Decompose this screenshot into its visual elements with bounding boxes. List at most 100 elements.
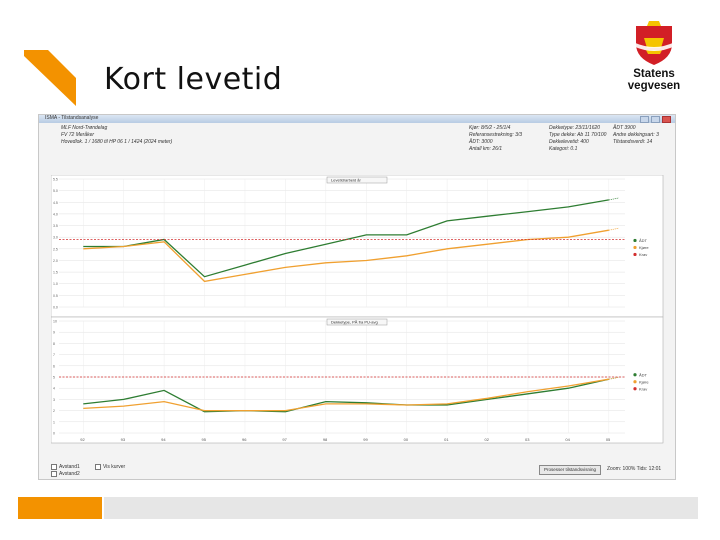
series-line-kjore	[83, 378, 609, 412]
info-line: Kjør: 8/5/2 - 25/1/4	[469, 125, 511, 131]
series-extension	[608, 227, 619, 231]
y-tick-label: 4.5	[53, 201, 58, 205]
slide-title: Kort levetid	[104, 62, 283, 97]
x-tick-label: 00	[404, 437, 409, 442]
series-extension	[608, 376, 619, 380]
line-charts: 5.5 5.0 4.5 4.0 3.5 3.0 2.5 2.0 1.5 1.0 0.5 0.0 Leve…	[51, 175, 664, 444]
y-tick-label: 5.0	[53, 189, 58, 193]
info-line: Type dekke: Ab 11 70/100	[549, 132, 607, 138]
legend-marker	[633, 380, 637, 384]
checkbox-vis-kurver[interactable]: Vis kurver	[95, 464, 125, 470]
y-tick-label: 10	[53, 320, 57, 324]
y-tick-label: 4	[53, 387, 55, 391]
close-button[interactable]	[662, 116, 671, 123]
series-extension	[608, 197, 619, 201]
chart-title: Dekketype, PÅ fra PU-avg	[331, 320, 378, 325]
info-line: MLF Nord-Trøndelag	[61, 125, 108, 131]
checkbox-avstand1[interactable]: Avstand1	[51, 464, 80, 470]
x-tick-label: 98	[323, 437, 328, 442]
brand-chevron-icon	[24, 50, 76, 106]
logo-text: Statens vegvesen	[627, 68, 681, 92]
y-tick-label: 1.5	[53, 271, 58, 275]
y-tick-label: 3	[53, 398, 55, 402]
y-tick-label: 6	[53, 364, 55, 368]
info-line: Referansestrekning: 3/3	[469, 132, 523, 138]
info-left: MLF Nord-Trøndelag FV 72 Meråker Hovedlo…	[61, 125, 172, 146]
x-tick-label: 95	[202, 437, 207, 442]
info-mid-labels: Kjør: 8/5/2 - 25/1/4 Referansestrekning:…	[469, 125, 522, 153]
crest-icon	[633, 21, 675, 65]
checkbox-label: Vis kurver	[103, 464, 126, 470]
x-tick-label: 97	[282, 437, 287, 442]
x-tick-label: 02	[485, 437, 490, 442]
legend-marker	[633, 387, 637, 391]
checkbox-avstand2[interactable]: Avstand2	[51, 471, 80, 477]
checkbox-icon	[95, 464, 101, 470]
process-button[interactable]: Prosesser tilstandsvisning	[539, 465, 601, 475]
x-tick-label: 01	[444, 437, 449, 442]
footer-accent-bar	[18, 497, 102, 519]
charts-panel: 5.5 5.0 4.5 4.0 3.5 3.0 2.5 2.0 1.5 1.0 0.5 0.0 Leve…	[51, 175, 675, 461]
statens-vegvesen-logo: Statens vegvesen	[606, 18, 702, 92]
footer-bar	[104, 497, 698, 519]
info-right: ÅDT 3900 Andre dekkingsart: 3 Tilstandsv…	[613, 125, 659, 146]
info-line: Tilstandsverdi: 14	[613, 139, 653, 145]
legend-marker	[633, 252, 637, 257]
info-line: ÅDT: 3000	[469, 139, 493, 145]
info-line: Antall km: 26/1	[469, 146, 503, 152]
y-tick-label: 0.0	[53, 306, 58, 310]
series-line-adt	[83, 378, 609, 413]
y-tick-label: 0	[53, 432, 55, 436]
y-tick-label: 9	[53, 331, 55, 335]
legend-marker	[633, 238, 637, 243]
y-tick-label: 4.0	[53, 212, 58, 216]
y-tick-label: 2	[53, 409, 55, 413]
app-screenshot: ISMA - Tilstandsanalyse MLF Nord-Trøndel…	[38, 114, 676, 480]
info-line: Andre dekkingsart: 3	[613, 132, 659, 138]
x-tick-label: 04	[565, 437, 570, 442]
checkbox-label: Avstand1	[59, 464, 80, 470]
y-tick-label: 1.0	[53, 282, 58, 286]
info-line: Dekkelevetid: 400	[549, 139, 589, 145]
chart-title-box	[326, 318, 388, 326]
x-tick-label: 94	[161, 437, 166, 442]
checkbox-icon	[51, 471, 57, 477]
window-title: ISMA - Tilstandsanalyse	[45, 115, 99, 121]
info-line: ÅDT 3900	[613, 125, 636, 131]
y-tick-label: 3.0	[53, 236, 58, 240]
y-tick-label: 3.5	[53, 224, 58, 228]
legend-label: Krav	[639, 386, 647, 391]
x-tick-label: 99	[363, 437, 368, 442]
x-tick-label: 05	[606, 437, 611, 442]
window-controls	[640, 116, 671, 123]
info-line: FV 72 Meråker	[61, 132, 95, 138]
legend-label: Krav	[639, 252, 647, 257]
legend-label: Kjøre	[639, 245, 649, 250]
checkbox-icon	[51, 464, 57, 470]
y-tick-label: 7	[53, 353, 55, 357]
legend-marker	[633, 245, 637, 250]
chart-frame	[51, 316, 664, 444]
checkbox-label: Avstand2	[59, 471, 80, 477]
info-line: Hovedlok. 1 / 1680 til HP 06 1 / 1424 (2…	[61, 139, 173, 145]
y-tick-label: 5.5	[53, 178, 58, 182]
x-tick-label: 93	[121, 437, 126, 442]
y-tick-label: 2.5	[53, 247, 58, 251]
chart-title-box	[326, 176, 388, 184]
window-titlebar: ISMA - Tilstandsanalyse	[39, 115, 675, 123]
y-tick-label: 8	[53, 342, 55, 346]
y-tick-label: 5	[53, 376, 55, 380]
y-tick-label: 1	[53, 420, 55, 424]
legend-label: Kjøre	[639, 379, 649, 384]
info-line: Kategori: 0.1	[549, 146, 578, 152]
maximize-button[interactable]	[651, 116, 660, 123]
chart-title: Levetid/arbeid år	[331, 178, 361, 183]
x-tick-label: 96	[242, 437, 247, 442]
y-tick-label: 0.5	[53, 294, 58, 298]
minimize-button[interactable]	[640, 116, 649, 123]
x-tick-label: 03	[525, 437, 530, 442]
status-text: Zoom: 100% Tids: 12:01	[607, 466, 662, 472]
bottom-bar: Avstand1 Avstand2 Vis kurver Prosesser t…	[51, 463, 671, 477]
chart-frame	[51, 175, 664, 318]
legend-label: ÅDT	[639, 372, 648, 377]
